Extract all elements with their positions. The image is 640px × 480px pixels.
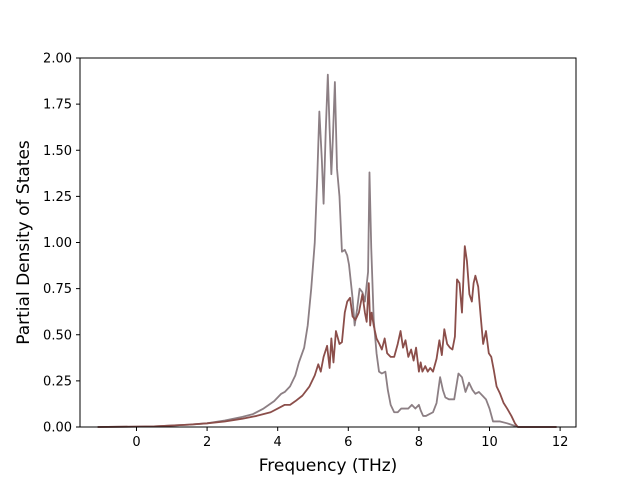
y-tick-label: 2.00: [43, 52, 72, 67]
x-axis: 0 2 4 6 8 10 12: [132, 427, 568, 450]
series-layer: [97, 73, 557, 428]
y-tick-label: 1.75: [43, 98, 72, 113]
x-tick-label: 10: [481, 435, 498, 450]
y-tick-label: 0.25: [43, 374, 72, 389]
y-tick-label: 0.00: [43, 421, 72, 436]
series-line-1: [97, 73, 557, 428]
x-axis-label: Frequency (THz): [259, 456, 398, 476]
x-tick-label: 12: [552, 435, 569, 450]
x-tick-label: 6: [344, 435, 352, 450]
y-tick-label: 1.50: [43, 144, 72, 159]
y-tick-label: 1.00: [43, 236, 72, 251]
y-tick-label: 1.25: [43, 190, 72, 205]
x-tick-label: 2: [203, 435, 211, 450]
x-tick-label: 8: [415, 435, 423, 450]
y-tick-label: 0.50: [43, 328, 72, 343]
y-axis-label: Partial Density of States: [14, 140, 34, 345]
series-line-2: [97, 245, 557, 428]
y-axis: 0.00 0.25 0.50 0.75 1.00 1.25 1.50 1.75 2.00: [43, 52, 80, 436]
x-tick-label: 0: [132, 435, 140, 450]
y-tick-label: 0.75: [43, 282, 72, 297]
x-tick-label: 4: [274, 435, 282, 450]
